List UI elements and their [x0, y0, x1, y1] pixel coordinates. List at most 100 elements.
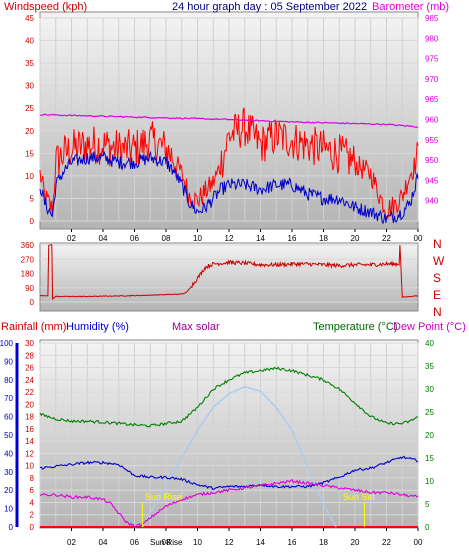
- windspeed-line: [39, 107, 419, 220]
- barometer-y-tick-label: 985: [425, 14, 439, 23]
- temperature-y-tick-label: 15: [425, 454, 434, 463]
- rainfall-y-tick-label: 22: [25, 388, 34, 397]
- barometer-y-tick-label: 955: [425, 136, 439, 145]
- barometer-y-tick-label: 970: [425, 75, 439, 84]
- wind-x-tick-label: 12: [225, 234, 234, 243]
- rainfall-y-tick-label: 14: [25, 437, 34, 446]
- sunrise-axis-label: Sun Rise: [150, 538, 183, 547]
- humidity-y-tick-label: 20: [4, 486, 13, 495]
- max-solar-label: Max solar: [172, 321, 220, 333]
- wind-x-tick-label: 06: [130, 234, 139, 243]
- temp-x-tick-label: 14: [256, 538, 265, 547]
- temperature-y-tick-label: 40: [425, 339, 434, 348]
- temp-x-tick-label: 00: [414, 538, 423, 547]
- direction-letter-e: E: [433, 288, 441, 302]
- wind-x-tick-label: 14: [256, 234, 265, 243]
- wind-y-tick-label: 35: [25, 59, 34, 68]
- humidity-y-tick-label: 10: [4, 505, 13, 514]
- direction-y-tick-label: 90: [25, 284, 34, 293]
- rainfall-y-tick-label: 28: [25, 351, 34, 360]
- rainfall-y-tick-label: 30: [25, 339, 34, 348]
- temperature-y-tick-label: 20: [425, 431, 434, 440]
- sunset-label: Sun Set: [343, 492, 376, 502]
- temp-x-tick-label: 20: [351, 538, 360, 547]
- wind-x-tick-label: 10: [193, 234, 202, 243]
- wind-y-tick-label: 40: [25, 37, 34, 46]
- direction-y-tick-label: 180: [21, 270, 35, 279]
- direction-letter-n-top: N: [433, 237, 442, 251]
- temp-x-tick-label: 06: [130, 538, 139, 547]
- wind-x-tick-label: 18: [319, 234, 328, 243]
- temperature-y-tick-label: 25: [425, 408, 434, 417]
- temp-x-tick-label: 18: [319, 538, 328, 547]
- wind-y-tick-label: 25: [25, 104, 34, 113]
- barometer-y-tick-label: 950: [425, 156, 439, 165]
- temp-x-tick-label: 02: [67, 538, 76, 547]
- temp-x-tick-label: 22: [382, 538, 391, 547]
- temperature-y-tick-label: 0: [425, 523, 430, 532]
- barometer-y-tick-label: 945: [425, 176, 439, 185]
- rainfall-y-tick-label: 12: [25, 449, 34, 458]
- wind-y-tick-label: 45: [25, 14, 34, 23]
- humidity-line: [39, 455, 419, 491]
- wind-x-tick-label: 22: [382, 234, 391, 243]
- rainfall-y-tick-label: 20: [25, 400, 34, 409]
- humidity-y-tick-label: 80: [4, 376, 13, 385]
- barometer-y-tick-label: 940: [425, 197, 439, 206]
- rainfall-y-tick-label: 26: [25, 364, 34, 373]
- wind-average-line: [39, 150, 419, 225]
- barometer-y-tick-label: 965: [425, 95, 439, 104]
- rainfall-y-tick-label: 10: [25, 462, 34, 471]
- wind-x-tick-label: 02: [67, 234, 76, 243]
- humidity-y-tick-label: 60: [4, 413, 13, 422]
- wind-y-tick-label: 10: [25, 172, 34, 181]
- temp-x-tick-label: 04: [99, 538, 108, 547]
- wind-x-tick-label: 00: [414, 234, 423, 243]
- humidity-y-tick-label: 90: [4, 357, 13, 366]
- chart-title: 24 hour graph day : 05 September 2022: [172, 1, 367, 13]
- temperature-y-tick-label: 5: [425, 500, 430, 509]
- wind-y-tick-label: 5: [30, 194, 35, 203]
- dew-point-axis-label: Dew Point (°C): [393, 321, 466, 333]
- temperature-y-tick-label: 30: [425, 385, 434, 394]
- temperature-y-tick-label: 35: [425, 362, 434, 371]
- wind-x-tick-label: 16: [288, 234, 297, 243]
- rainfall-y-tick-label: 4: [30, 498, 35, 507]
- direction-y-tick-label: 360: [21, 241, 35, 250]
- rainfall-axis-label: Rainfall (mm): [1, 321, 66, 333]
- direction-letter-w: W: [433, 254, 445, 268]
- humidity-y-tick-label: 70: [4, 394, 13, 403]
- wind-y-tick-label: 15: [25, 149, 34, 158]
- humidity-axis-label: Humidity (%): [66, 321, 129, 333]
- wind-x-tick-label: 08: [162, 234, 171, 243]
- temp-x-tick-label: 12: [225, 538, 234, 547]
- barometer-y-tick-label: 975: [425, 55, 439, 64]
- rainfall-y-tick-label: 24: [25, 376, 34, 385]
- max-solar-line: [141, 385, 337, 528]
- sunrise-label: Sun Rise: [145, 492, 182, 502]
- humidity-y-tick-label: 100: [0, 339, 14, 348]
- wind-x-tick-label: 04: [99, 234, 108, 243]
- rainfall-y-tick-label: 2: [30, 511, 35, 520]
- direction-letter-s: S: [433, 271, 441, 285]
- barometer-y-tick-label: 980: [425, 34, 439, 43]
- temp-x-tick-label: 10: [193, 538, 202, 547]
- direction-plot-area: [39, 242, 419, 312]
- wind-x-tick-label: 20: [351, 234, 360, 243]
- wind-direction-line: [39, 244, 418, 301]
- rainfall-y-tick-label: 16: [25, 425, 34, 434]
- barometer-axis-label: Barometer (mb): [372, 1, 449, 13]
- wind-y-tick-label: 0: [30, 217, 35, 226]
- rainfall-y-tick-label: 8: [30, 474, 35, 483]
- rainfall-y-tick-label: 18: [25, 413, 34, 422]
- wind-axis-label: Windspeed (kph): [4, 1, 87, 13]
- dew-point-line: [39, 478, 419, 528]
- wind-y-tick-label: 30: [25, 82, 34, 91]
- temperature-line: [39, 366, 419, 428]
- temperature-axis-label: Temperature (°C): [313, 321, 397, 333]
- wind-y-tick-label: 20: [25, 127, 34, 136]
- humidity-y-tick-label: 50: [4, 431, 13, 440]
- humidity-y-tick-label: 30: [4, 468, 13, 477]
